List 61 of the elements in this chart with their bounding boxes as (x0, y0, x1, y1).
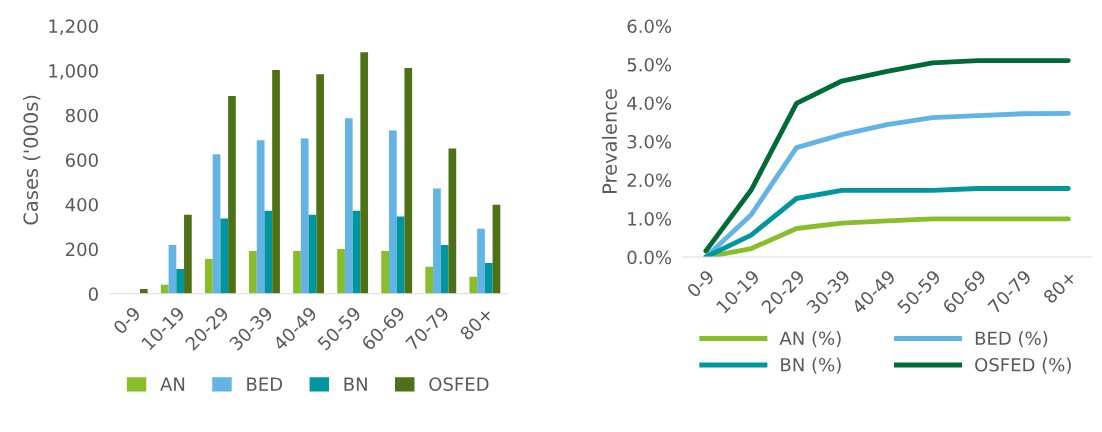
line-series (703, 186, 1071, 258)
x-tick-label: 0-9 (686, 269, 715, 299)
y-tick-label: 0.0% (627, 250, 672, 265)
bar (293, 250, 301, 294)
y-tick-label: 800 (65, 108, 98, 123)
bar (264, 210, 273, 294)
y-tick-label: 4.0% (627, 96, 672, 111)
y-tick-label: 3.0% (627, 134, 672, 149)
y-tick-label: 5.0% (627, 57, 672, 72)
y-tick-label: 400 (65, 197, 98, 212)
bar (212, 154, 221, 294)
legend-label: AN (%) (779, 331, 841, 348)
y-tick-label: 6.0% (627, 19, 672, 34)
bar (360, 52, 369, 294)
bar (448, 148, 457, 294)
bar (352, 210, 361, 294)
bar (300, 138, 309, 294)
bar (272, 70, 280, 294)
legend-label: BN (344, 377, 367, 391)
bar (469, 276, 478, 294)
bar (256, 140, 265, 294)
y-axis-title: Prevalence (601, 89, 617, 193)
y-tick-label: 2.0% (627, 173, 672, 188)
legend-label: BED (%) (975, 331, 1048, 348)
bar (316, 74, 324, 294)
bar (160, 284, 169, 294)
y-tick-label: 1.0% (628, 211, 672, 226)
y-tick-label: 1,200 (49, 19, 98, 35)
x-tick-label: 0-9 (112, 305, 142, 335)
bar (492, 204, 501, 294)
bar (184, 214, 192, 294)
y-tick-label: 200 (65, 242, 98, 257)
y-tick-label: 1,000 (49, 64, 98, 80)
bar (220, 218, 229, 294)
bar (249, 250, 257, 294)
x-tick-label: 80+ (459, 306, 494, 341)
bar (344, 118, 353, 294)
bar (477, 228, 485, 294)
bar (228, 96, 236, 294)
legend-label: BN (%) (781, 357, 841, 374)
bar (425, 266, 434, 294)
legend-label: OSFED (%) (975, 357, 1071, 374)
bar (381, 250, 390, 294)
x-tick-label: 80+ (1042, 269, 1077, 305)
y-tick-label: 0 (88, 287, 98, 301)
bar (389, 130, 397, 294)
line-series (703, 58, 1071, 254)
bar (176, 268, 185, 294)
bar (204, 258, 213, 294)
legend-label: OSFED (429, 377, 489, 391)
line-series (703, 110, 1071, 258)
y-tick-label: 600 (65, 153, 98, 167)
bar (440, 244, 449, 294)
bar (433, 188, 441, 294)
legend-label: AN (160, 377, 185, 391)
y-axis-title: Cases ('000s) (23, 95, 41, 225)
bar (484, 262, 493, 294)
legend-label: BED (247, 377, 283, 391)
bar (404, 68, 413, 294)
bar (308, 214, 317, 294)
bar (337, 248, 345, 294)
